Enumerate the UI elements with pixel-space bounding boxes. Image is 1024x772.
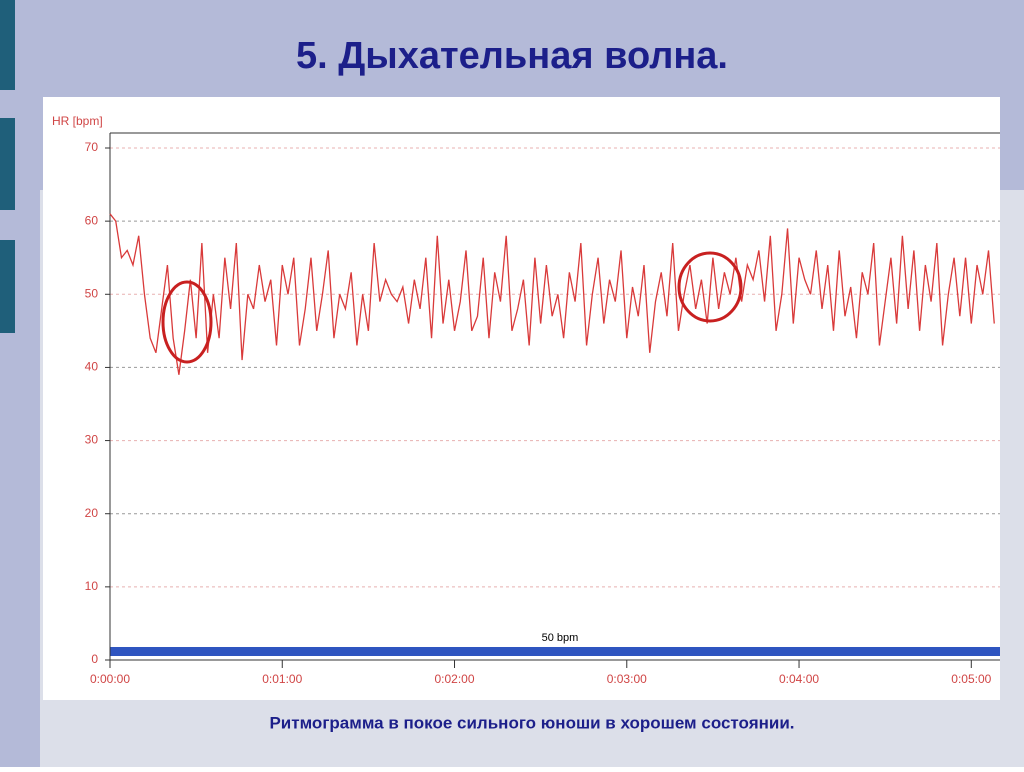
y-axis-label: HR [bpm]: [52, 114, 103, 128]
side-bar: [0, 0, 15, 90]
x-tick-label: 0:04:00: [779, 672, 819, 686]
y-tick-label: 30: [85, 433, 99, 447]
y-tick-label: 50: [85, 286, 99, 300]
slide-title: 5. Дыхательная волна.: [296, 35, 728, 77]
highlight-circle: [677, 251, 743, 323]
y-tick-label: 10: [85, 579, 99, 593]
x-tick-label: 0:03:00: [607, 672, 647, 686]
hr-line: [109, 213, 995, 375]
y-tick-label: 0: [91, 652, 98, 666]
side-bar: [0, 118, 15, 210]
band-label: 50 bpm: [542, 632, 579, 644]
x-tick-label: 0:02:00: [434, 672, 474, 686]
y-tick-label: 70: [85, 140, 99, 154]
caption: Ритмограмма в покое сильного юноши в хор…: [269, 713, 794, 732]
y-tick-label: 60: [85, 213, 99, 227]
x-tick-label: 0:05:00: [951, 672, 991, 686]
y-tick-label: 40: [85, 360, 99, 374]
plot: 0 10 20 30 40 50 60 70 0:00:00 0:01:00 0:02:00 0:03…: [85, 132, 1000, 686]
x-tick-label: 0:00:00: [90, 672, 130, 686]
side-bar: [0, 240, 15, 333]
highlight-circle: [161, 280, 213, 364]
reference-band: [110, 647, 1000, 656]
y-tick-label: 20: [85, 506, 99, 520]
x-tick-label: 0:01:00: [262, 672, 302, 686]
chart-area: [43, 97, 1000, 700]
